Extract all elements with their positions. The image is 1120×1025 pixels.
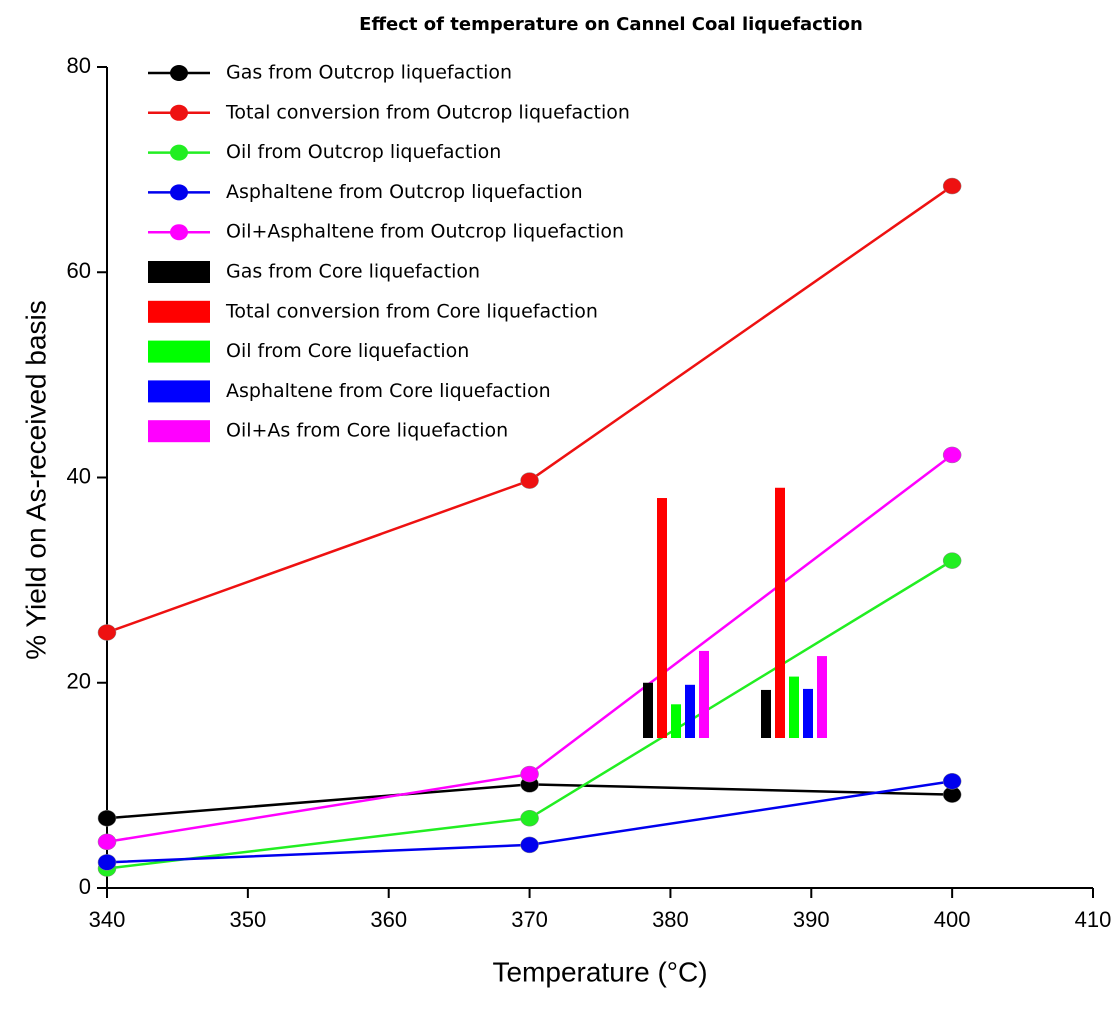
point xyxy=(97,854,117,871)
point xyxy=(97,809,117,827)
y-tick-label: 40 xyxy=(67,463,91,488)
legend-label: Asphaltene from Core liquefaction xyxy=(226,380,551,402)
x-tick-label: 410 xyxy=(1075,907,1112,932)
legend-swatch xyxy=(148,261,210,283)
bar xyxy=(775,487,785,738)
x-tick-label: 380 xyxy=(652,907,689,932)
legend-label: Gas from Outcrop liquefaction xyxy=(226,62,512,84)
bar xyxy=(657,498,667,738)
y-axis-label: % Yield on As-received basis xyxy=(20,300,51,660)
bar xyxy=(685,684,695,738)
point xyxy=(942,446,962,464)
point xyxy=(97,624,117,641)
point xyxy=(942,177,962,195)
y-tick-label: 80 xyxy=(67,53,91,78)
legend-label: Gas from Core liquefaction xyxy=(226,261,480,283)
point xyxy=(520,836,539,854)
legend-label: Oil from Core liquefaction xyxy=(226,340,469,362)
x-axis-label: Temperature (°C) xyxy=(492,956,707,987)
legend-marker xyxy=(170,65,188,81)
legend-label: Total conversion from Core liquefaction xyxy=(225,300,598,322)
x-tick-label: 340 xyxy=(89,907,126,932)
point xyxy=(942,552,962,569)
point xyxy=(97,833,117,851)
legend-marker xyxy=(170,104,188,121)
bar xyxy=(761,689,771,738)
x-tick-label: 400 xyxy=(934,907,971,932)
legend-swatch xyxy=(148,380,210,403)
legend-swatch xyxy=(148,300,210,323)
bar xyxy=(643,682,653,738)
legend-marker xyxy=(170,184,188,201)
bar xyxy=(803,688,813,738)
point xyxy=(520,809,539,827)
x-tick-label: 350 xyxy=(229,907,266,932)
point xyxy=(942,773,962,790)
legend-marker xyxy=(170,144,188,161)
legend-label: Oil+Asphaltene from Outcrop liquefaction xyxy=(226,221,624,243)
point xyxy=(520,765,539,783)
x-tick-label: 390 xyxy=(793,907,830,932)
series-line xyxy=(106,185,953,634)
legend-swatch xyxy=(148,340,210,363)
bar xyxy=(671,704,681,738)
x-tick-label: 370 xyxy=(511,907,548,932)
bar xyxy=(699,650,709,738)
y-tick-label: 20 xyxy=(67,669,91,694)
bar xyxy=(789,676,799,738)
x-tick-label: 360 xyxy=(370,907,407,932)
legend-label: Asphaltene from Outcrop liquefaction xyxy=(226,181,583,203)
chart-title: Effect of temperature on Cannel Coal liq… xyxy=(359,14,863,35)
bar xyxy=(817,656,827,738)
y-tick-label: 60 xyxy=(67,258,91,283)
legend-marker xyxy=(170,224,188,241)
legend-swatch xyxy=(148,420,210,443)
y-tick-label: 0 xyxy=(79,874,91,899)
legend-label: Total conversion from Outcrop liquefacti… xyxy=(225,101,630,123)
legend-label: Oil from Outcrop liquefaction xyxy=(226,141,501,163)
legend-label: Oil+As from Core liquefaction xyxy=(226,420,508,442)
point xyxy=(520,472,539,489)
